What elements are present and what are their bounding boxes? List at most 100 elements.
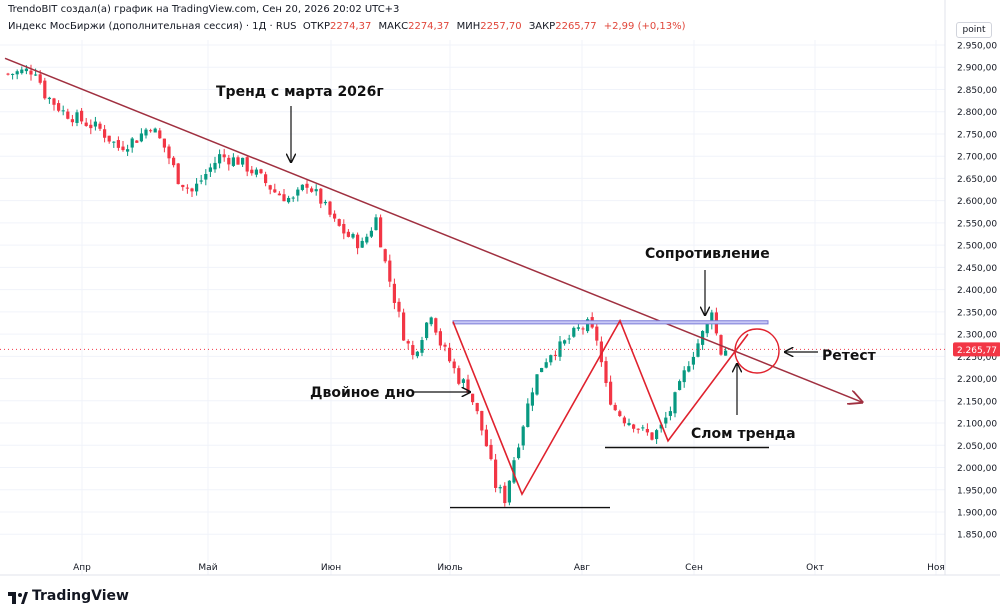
- time-axis: Апр Май Июн Июль Авг Сен Окт Ноя: [0, 563, 1000, 576]
- candle-body: [710, 312, 714, 324]
- candle-body: [80, 110, 84, 122]
- price-tick-label: 2.050,00: [957, 442, 997, 452]
- candle-body: [93, 121, 97, 127]
- price-tick-label: 2.150,00: [957, 397, 997, 407]
- scale-mode-button[interactable]: point: [956, 22, 992, 38]
- candle-body: [245, 157, 249, 172]
- candle-body: [227, 157, 231, 165]
- candle-body: [38, 74, 42, 83]
- candle-body: [158, 130, 162, 139]
- price-chart[interactable]: 2.950,00 2.900,00 2.850,00 2.800,00 2.750,00…: [0, 0, 1000, 580]
- price-tick-label: 2.900,00: [957, 64, 997, 74]
- candle-body: [282, 194, 286, 202]
- candle-body: [300, 184, 304, 190]
- candle-body: [195, 183, 199, 192]
- candle-body: [494, 459, 498, 488]
- candle-body: [199, 180, 203, 182]
- candle-body: [84, 122, 88, 126]
- price-tick-label: 1.900,00: [957, 509, 997, 519]
- candle-body: [599, 341, 603, 363]
- candle-body: [673, 392, 677, 414]
- candle-body: [618, 411, 622, 417]
- candle-body: [438, 331, 442, 346]
- double-bottom-pattern: [452, 318, 749, 497]
- annotation-labels: Тренд с марта 2026г Сопротивление Двойное …: [216, 84, 877, 442]
- candle-body: [6, 73, 10, 75]
- price-tick-label: 2.550,00: [957, 219, 997, 229]
- candle-body: [388, 260, 392, 282]
- candle-body: [544, 362, 548, 368]
- candle-body: [70, 119, 74, 123]
- price-change: +2,99 (+0,13%): [603, 21, 686, 32]
- instrument-info-line: Индекс МосБиржи (дополнительная сессия) …: [8, 21, 690, 32]
- price-tick-label: 2.850,00: [957, 86, 997, 96]
- candle-body: [149, 130, 153, 132]
- candle-body: [627, 422, 631, 426]
- trend-line: [4, 57, 862, 402]
- candle-body: [52, 98, 56, 105]
- candle-body: [641, 427, 645, 429]
- price-tick-label: 2.250,00: [957, 353, 997, 363]
- candle-body: [622, 417, 626, 424]
- candle-body: [553, 354, 557, 356]
- candle-body: [360, 240, 364, 248]
- candle-body: [705, 322, 709, 334]
- candle-body: [397, 301, 401, 312]
- retest-annotation: Ретест: [822, 348, 877, 364]
- candle-body: [691, 356, 695, 365]
- candle-body: [604, 361, 608, 383]
- candle-body: [310, 188, 314, 192]
- candle-body: [342, 224, 346, 234]
- price-tick-label: 2.950,00: [957, 42, 997, 52]
- candle-body: [259, 169, 263, 174]
- candle-body: [296, 189, 300, 196]
- footer-bar: [0, 580, 1000, 616]
- candle-body: [645, 428, 649, 433]
- price-tick-label: 2.000,00: [957, 464, 997, 474]
- candle-body: [24, 68, 28, 72]
- candle-body: [291, 197, 295, 199]
- candle-body: [250, 169, 254, 174]
- candle-body: [517, 447, 521, 459]
- candle-body: [549, 355, 553, 363]
- candle-body: [471, 393, 475, 403]
- candle-body: [277, 193, 281, 196]
- candle-body: [507, 480, 511, 503]
- ohlc-open-label: ОТКР: [302, 21, 330, 32]
- candle-body: [475, 402, 479, 412]
- candle-body: [448, 347, 452, 362]
- candle-body: [34, 74, 38, 76]
- price-tick-label: 2.800,00: [957, 108, 997, 118]
- tradingview-brand: TradingView: [32, 588, 129, 604]
- price-tick-label: 2.600,00: [957, 197, 997, 207]
- candle-body: [379, 217, 383, 248]
- time-tick-label: Ноя: [927, 563, 945, 573]
- candle-body: [687, 366, 691, 372]
- retest-circle: [734, 328, 780, 374]
- candle-body: [563, 340, 567, 344]
- price-tick-label: 2.300,00: [957, 331, 997, 341]
- trend-break-annotation: Слом тренда: [691, 426, 796, 442]
- resistance-band: [452, 320, 769, 325]
- candle-body: [346, 231, 350, 237]
- candle-body: [540, 367, 544, 373]
- candle-body: [668, 411, 672, 416]
- candle-body: [333, 213, 337, 219]
- candle-body: [213, 162, 217, 170]
- candle-body: [264, 174, 268, 184]
- candle-body: [365, 236, 369, 243]
- candle-body: [231, 157, 235, 166]
- candle-body: [153, 128, 157, 133]
- candle-body: [682, 370, 686, 383]
- candle-body: [107, 135, 111, 142]
- tradingview-logo-icon: [8, 592, 28, 604]
- candle-body: [181, 184, 185, 188]
- candle-body: [328, 201, 332, 215]
- ohlc-open-value: 2274,37: [329, 21, 372, 32]
- candle-body: [126, 149, 130, 152]
- candle-body: [632, 424, 636, 429]
- candle-body: [567, 338, 571, 340]
- candle-body: [144, 129, 148, 136]
- candle-body: [595, 326, 599, 341]
- price-tick-label: 2.350,00: [957, 308, 997, 318]
